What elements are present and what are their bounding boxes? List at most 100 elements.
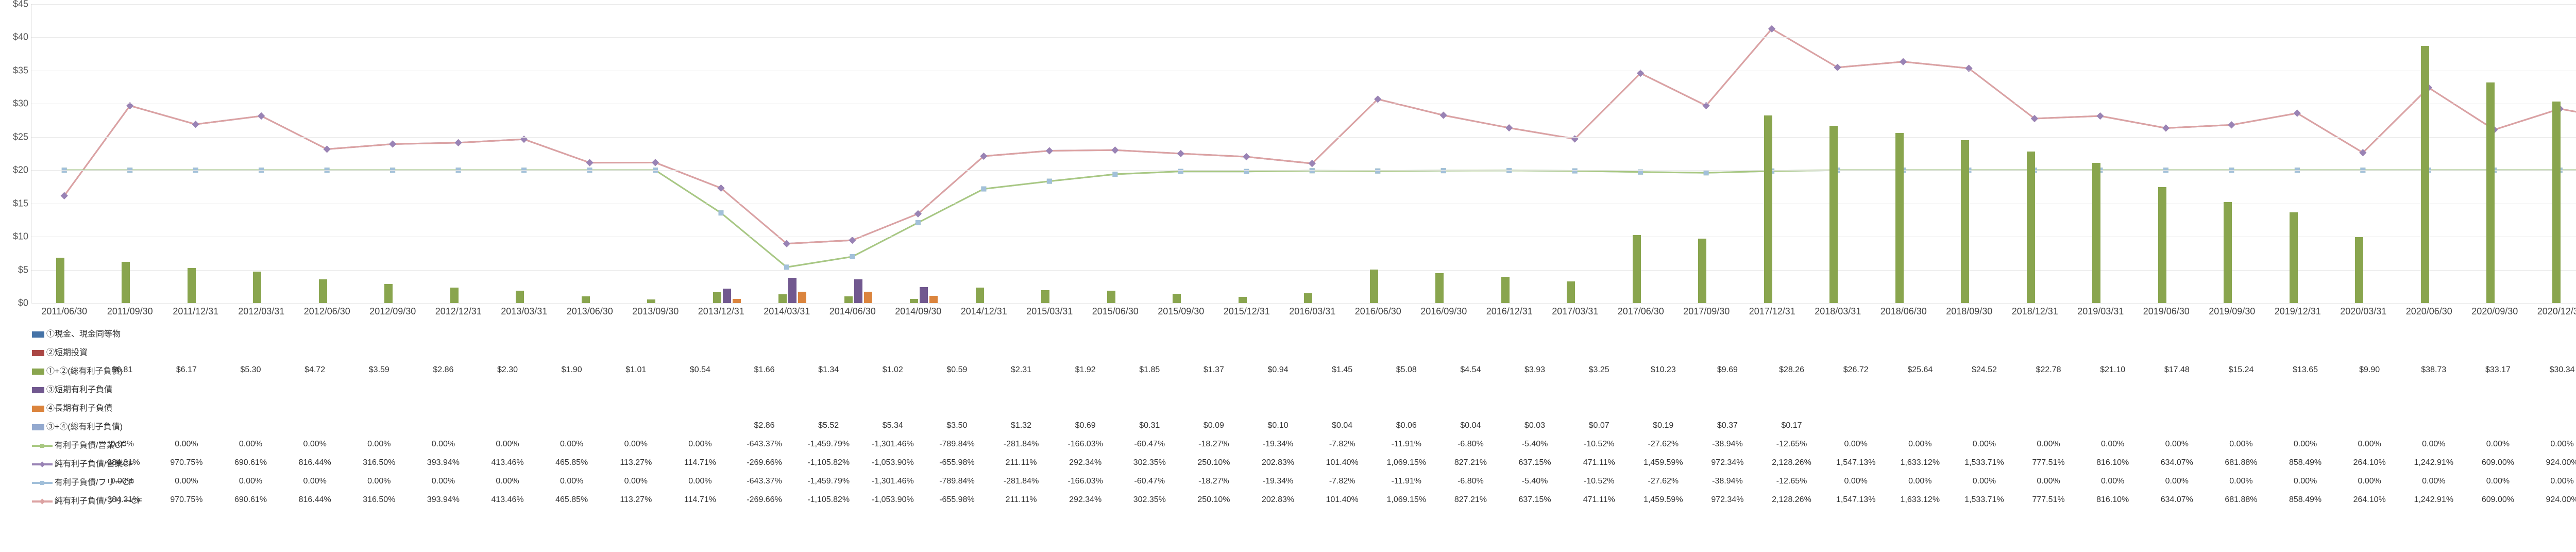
x-category: 2019/09/30 bbox=[2209, 306, 2255, 317]
table-cell: $33.17 bbox=[2466, 361, 2530, 379]
bar bbox=[788, 278, 796, 303]
table-cell: 0.00% bbox=[2145, 435, 2209, 454]
bar bbox=[2158, 187, 2166, 303]
y-left-tick: $20 bbox=[13, 165, 31, 176]
table-cell bbox=[2145, 342, 2209, 361]
table-cell bbox=[2080, 416, 2145, 435]
table-cell: 0.00% bbox=[155, 435, 219, 454]
table-cell bbox=[1631, 324, 1696, 342]
table-cell: 1,547.13% bbox=[1824, 454, 1888, 472]
table-cell bbox=[2080, 342, 2145, 361]
bar bbox=[910, 299, 918, 303]
table-cell: 1,459.59% bbox=[1631, 454, 1696, 472]
table-cell: $2.30 bbox=[476, 361, 540, 379]
table-cell bbox=[155, 324, 219, 342]
table-cell: $0.06 bbox=[1375, 416, 1439, 435]
table-cell bbox=[283, 416, 347, 435]
table-cell bbox=[796, 379, 861, 398]
x-category: 2016/12/31 bbox=[1486, 306, 1533, 317]
table-cell: 637.15% bbox=[1503, 454, 1567, 472]
table-cell: 816.10% bbox=[2080, 491, 2145, 509]
table-cell bbox=[1696, 398, 1760, 416]
x-category: 2017/09/30 bbox=[1683, 306, 1730, 317]
table-cell: -27.62% bbox=[1631, 435, 1696, 454]
table-cell bbox=[1696, 324, 1760, 342]
table-cell: -7.82% bbox=[1310, 472, 1375, 491]
table-cell bbox=[2466, 342, 2530, 361]
table-cell: 637.15% bbox=[1503, 491, 1567, 509]
table-cell bbox=[218, 324, 283, 342]
bar bbox=[1698, 239, 1706, 303]
bar bbox=[1829, 126, 1838, 303]
table-row: ③短期有利子負債 bbox=[31, 379, 2576, 398]
table-cell: -7.82% bbox=[1310, 435, 1375, 454]
bar bbox=[2092, 163, 2100, 303]
table-cell: -12.65% bbox=[1759, 435, 1824, 454]
table-cell bbox=[604, 398, 668, 416]
bar bbox=[920, 287, 928, 303]
x-category: 2016/09/30 bbox=[1420, 306, 1467, 317]
table-cell: 0.00% bbox=[2080, 472, 2145, 491]
table-cell: 0.00% bbox=[347, 435, 412, 454]
table-cell bbox=[411, 416, 476, 435]
table-cell bbox=[1759, 324, 1824, 342]
table-cell: 0.00% bbox=[2209, 472, 2274, 491]
table-cell: 681.88% bbox=[2209, 454, 2274, 472]
bar bbox=[1764, 115, 1772, 303]
table-cell bbox=[604, 416, 668, 435]
table-cell: $1.92 bbox=[1053, 361, 1117, 379]
table-cell: -12.65% bbox=[1759, 472, 1824, 491]
table-row: ④長期有利子負債 bbox=[31, 398, 2576, 416]
table-cell bbox=[1117, 379, 1182, 398]
table-cell: 858.49% bbox=[2273, 491, 2337, 509]
table-cell bbox=[861, 324, 925, 342]
x-category: 2020/06/30 bbox=[2406, 306, 2452, 317]
table-row: 純有利子負債/フリーCF-384.31%970.75%690.61%816.44… bbox=[31, 491, 2576, 509]
table-cell: $0.31 bbox=[1117, 416, 1182, 435]
table-cell bbox=[1375, 379, 1439, 398]
table-cell: $38.73 bbox=[2402, 361, 2466, 379]
bar bbox=[864, 292, 872, 303]
x-category: 2014/09/30 bbox=[895, 306, 941, 317]
table-cell: $10.23 bbox=[1631, 361, 1696, 379]
table-cell bbox=[2530, 398, 2576, 416]
bar bbox=[929, 296, 938, 303]
bar bbox=[2027, 152, 2035, 303]
table-cell bbox=[1246, 324, 1310, 342]
table-cell bbox=[732, 324, 796, 342]
table-cell bbox=[2080, 324, 2145, 342]
table-cell bbox=[2145, 398, 2209, 416]
table-cell: $25.64 bbox=[1888, 361, 1953, 379]
table-row: ①現金、現金同等物 bbox=[31, 324, 2576, 342]
table-cell bbox=[347, 416, 412, 435]
x-category: 2011/09/30 bbox=[107, 306, 153, 317]
table-cell bbox=[1182, 342, 1246, 361]
table-cell: 0.00% bbox=[668, 472, 733, 491]
table-cell bbox=[2209, 324, 2274, 342]
table-cell bbox=[155, 379, 219, 398]
table-cell: 634.07% bbox=[2145, 491, 2209, 509]
table-cell bbox=[2016, 342, 2081, 361]
table-cell bbox=[604, 379, 668, 398]
table-cell: 816.10% bbox=[2080, 454, 2145, 472]
table-cell bbox=[668, 379, 733, 398]
table-cell bbox=[732, 379, 796, 398]
table-cell: $26.72 bbox=[1824, 361, 1888, 379]
bar bbox=[1041, 290, 1049, 303]
bar bbox=[1895, 133, 1904, 303]
table-cell: $30.34 bbox=[2530, 361, 2576, 379]
table-cell bbox=[796, 398, 861, 416]
y-left-tick: $5 bbox=[18, 264, 31, 275]
table-cell: 816.44% bbox=[283, 491, 347, 509]
table-cell: 101.40% bbox=[1310, 454, 1375, 472]
bar bbox=[450, 288, 459, 303]
table-cell bbox=[1117, 398, 1182, 416]
table-cell bbox=[1888, 324, 1953, 342]
table-cell: 1,242.91% bbox=[2402, 491, 2466, 509]
table-cell: 0.00% bbox=[2016, 435, 2081, 454]
data-table: ①現金、現金同等物②短期投資①+②(総有利子負債)$6.81$6.17$5.30… bbox=[31, 324, 2576, 509]
table-cell: 471.11% bbox=[1567, 491, 1631, 509]
table-cell bbox=[1310, 324, 1375, 342]
table-cell bbox=[1567, 324, 1631, 342]
table-cell: 0.00% bbox=[2145, 472, 2209, 491]
